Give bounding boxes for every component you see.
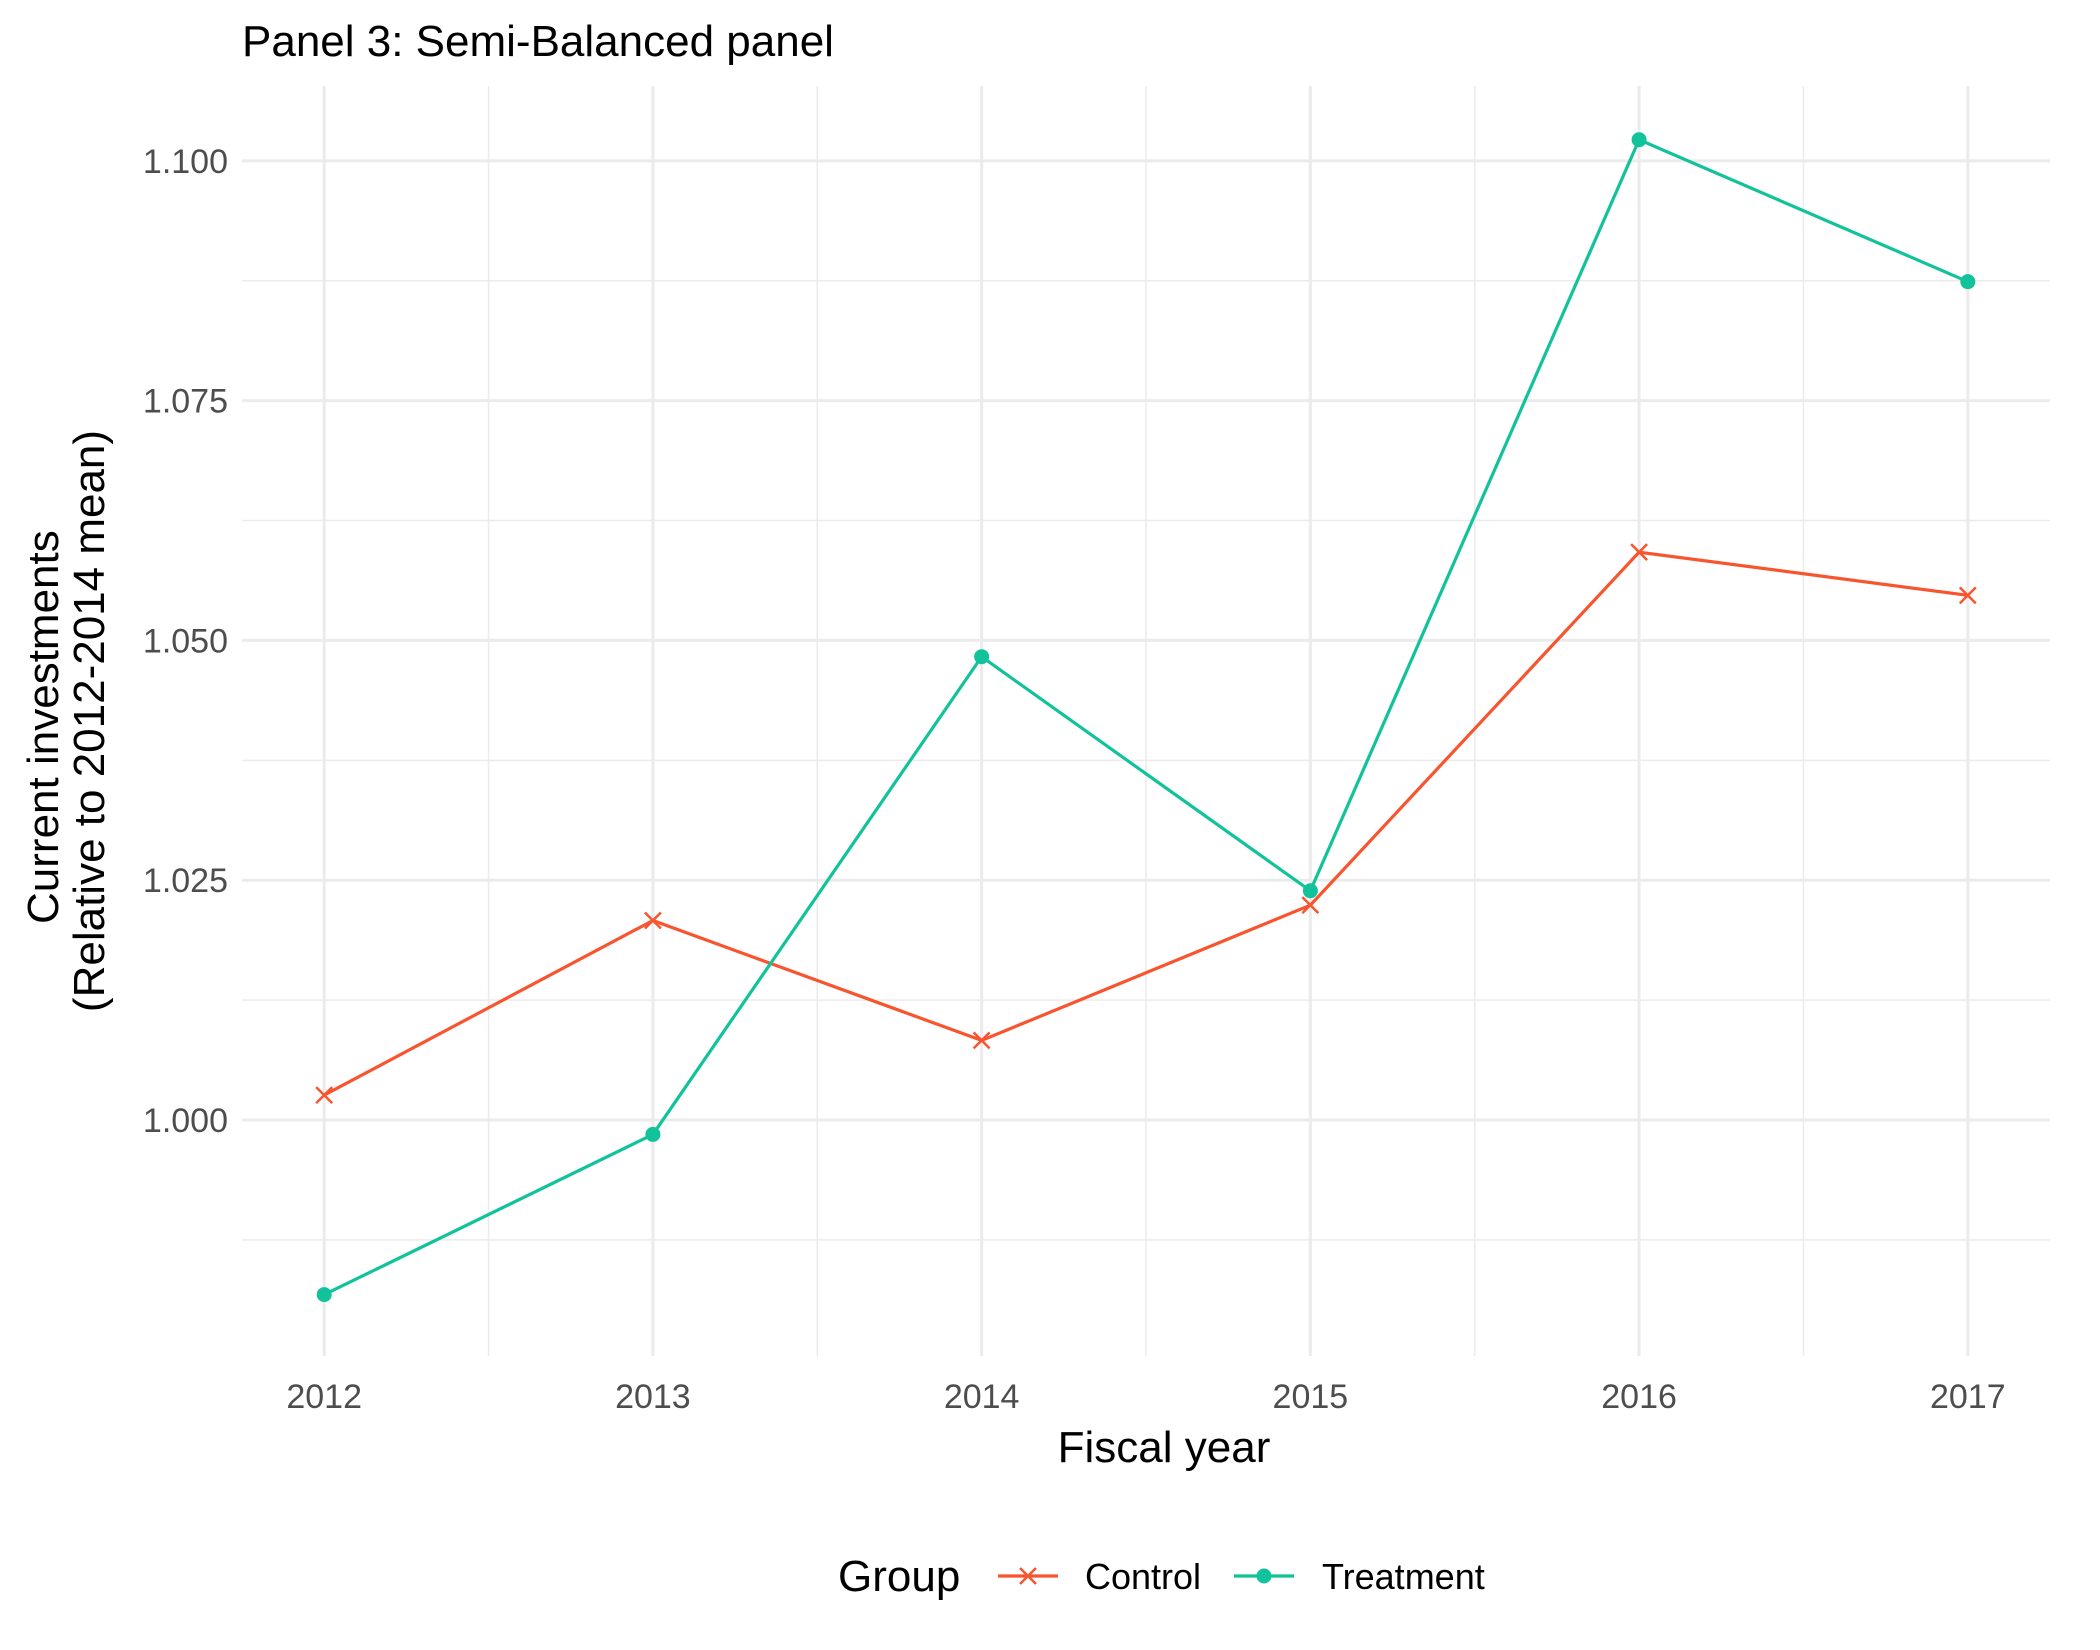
y-tick-label: 1.050 <box>143 622 228 660</box>
legend-key-marker <box>1019 1567 1037 1585</box>
x-tick-label: 2012 <box>286 1378 362 1416</box>
series-treatment <box>316 132 1976 1303</box>
marker-stroke <box>1630 543 1648 562</box>
legend-item-treatment: Treatment <box>1234 1556 1485 1597</box>
control-point <box>1630 543 1648 562</box>
chart-title: Panel 3: Semi-Balanced panel <box>242 17 834 66</box>
marker-stroke <box>1019 1567 1037 1585</box>
y-axis-ticks: 1.000 1.025 1.050 1.075 1.100 <box>143 143 228 1140</box>
x-tick-label: 2014 <box>944 1378 1020 1416</box>
y-axis-title-line-1: Current investments <box>19 530 68 924</box>
y-tick-label: 1.100 <box>143 143 228 181</box>
treatment-point <box>316 1287 332 1303</box>
series-control <box>315 543 1977 1104</box>
legend-label-treatment: Treatment <box>1322 1556 1485 1597</box>
y-axis-title: Current investments (Relative to 2012-20… <box>19 430 114 1012</box>
marker-stroke <box>972 1031 991 1050</box>
x-axis-title: Fiscal year <box>1058 1423 1271 1472</box>
y-axis-title-line-2: (Relative to 2012-2014 mean) <box>65 430 114 1012</box>
marker-stroke <box>1958 586 1977 605</box>
y-tick-label: 1.075 <box>143 383 228 421</box>
x-tick-label: 2015 <box>1273 1378 1349 1416</box>
treatment-point <box>974 649 990 665</box>
legend-title: Group <box>838 1552 960 1601</box>
control-point <box>1301 896 1320 915</box>
y-tick-label: 1.000 <box>143 1102 228 1140</box>
treatment-point <box>1960 274 1976 290</box>
x-tick-label: 2016 <box>1601 1378 1677 1416</box>
legend-key-marker <box>1256 1568 1272 1584</box>
legend-label-control: Control <box>1085 1556 1201 1597</box>
x-axis-ticks: 2012 2013 2014 2015 2016 2017 <box>286 1378 2005 1416</box>
marker-stroke <box>315 1086 334 1104</box>
control-point <box>644 911 662 930</box>
grid <box>242 86 2050 1356</box>
legend: Group Control Treatment <box>838 1552 1485 1601</box>
legend-item-control: Control <box>998 1556 1201 1597</box>
control-point <box>1958 586 1977 605</box>
treatment-point <box>1631 132 1647 148</box>
treatment-point <box>1302 883 1318 899</box>
marker-stroke <box>644 911 662 930</box>
treatment-point <box>645 1126 661 1142</box>
control-point <box>315 1086 334 1104</box>
series-layer <box>315 132 1977 1303</box>
treatment-line <box>323 138 1969 1297</box>
control-point <box>972 1031 991 1050</box>
control-line <box>323 550 1969 1097</box>
x-tick-label: 2017 <box>1930 1378 2006 1416</box>
x-tick-label: 2013 <box>615 1378 691 1416</box>
y-tick-label: 1.025 <box>143 862 228 900</box>
marker-stroke <box>1301 896 1320 915</box>
